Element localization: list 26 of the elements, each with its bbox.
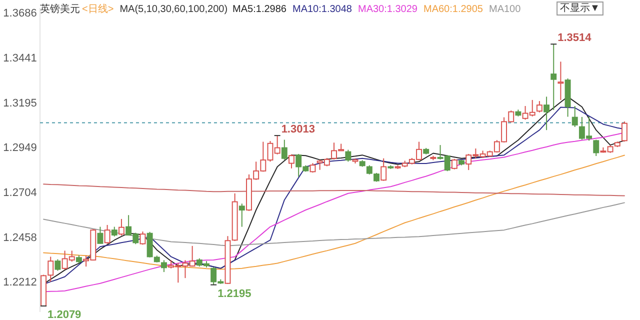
candlestick (104, 224, 110, 244)
y-tick-label: 1.3441 (3, 52, 37, 64)
text: MA5:1.2986 (232, 4, 287, 15)
y-tick-label: 1.2212 (3, 276, 37, 289)
annotation: MA(5,10,30,60,100,200) (120, 4, 228, 15)
annotation: 1.3013 (281, 124, 315, 136)
chart-title: 英镑美元 (40, 3, 80, 15)
y-tick-label: 1.2704 (3, 186, 37, 199)
annotation: 不显示▼ (560, 3, 600, 14)
line-series (43, 202, 625, 246)
annotation: 1.2079 (48, 308, 82, 320)
text: MA100 (488, 4, 522, 15)
candlestick (558, 61, 564, 100)
text: MA10:1.3048 (292, 4, 352, 15)
annotation: 1.2195 (218, 288, 252, 300)
text: MA60:1.2905 (423, 4, 484, 15)
y-tick-label: 1.2949 (3, 142, 37, 154)
candlestick (550, 44, 557, 110)
y-tick-label: 1.2458 (3, 232, 37, 244)
chart-subtitle: <日线> (82, 3, 114, 15)
y-tick-label: 1.3686 (3, 8, 37, 20)
y-tick-label: 1.3195 (3, 97, 37, 110)
text: MA30:1.3029 (358, 4, 418, 15)
line-series (43, 184, 625, 196)
candlestick (544, 96, 550, 131)
annotation: 1.3514 (558, 32, 592, 44)
